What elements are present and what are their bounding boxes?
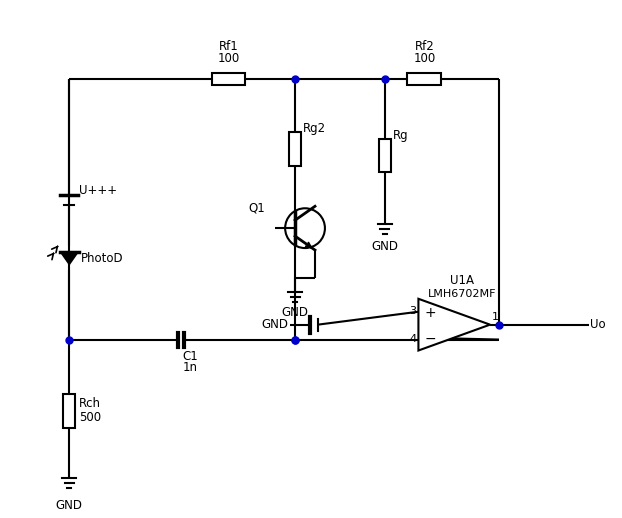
Text: +: + xyxy=(424,306,436,320)
Bar xyxy=(407,73,441,85)
Text: 500: 500 xyxy=(79,411,101,424)
Bar xyxy=(379,139,391,172)
Text: U+++: U+++ xyxy=(79,184,118,197)
Text: −: − xyxy=(424,332,436,346)
Text: Q1: Q1 xyxy=(249,202,265,215)
Text: 4: 4 xyxy=(409,334,417,343)
Bar xyxy=(211,73,245,85)
Bar xyxy=(289,132,301,166)
Text: 1n: 1n xyxy=(183,362,198,375)
Text: LMH6702MF: LMH6702MF xyxy=(428,289,496,299)
Text: GND: GND xyxy=(371,240,398,253)
Text: 3: 3 xyxy=(409,306,417,316)
Text: 100: 100 xyxy=(413,52,435,65)
Text: Uo: Uo xyxy=(590,318,606,331)
Text: U1A: U1A xyxy=(450,274,474,287)
Text: Rf2: Rf2 xyxy=(414,40,434,53)
Text: Rch: Rch xyxy=(79,397,101,410)
Polygon shape xyxy=(61,252,78,264)
Text: 100: 100 xyxy=(217,52,239,65)
Text: PhotoD: PhotoD xyxy=(81,252,124,265)
Text: GND: GND xyxy=(56,499,83,512)
Text: C1: C1 xyxy=(183,350,198,363)
Polygon shape xyxy=(419,299,490,351)
Text: Rg2: Rg2 xyxy=(303,122,326,135)
Text: Rg: Rg xyxy=(392,129,408,142)
Text: GND: GND xyxy=(282,306,309,319)
Bar xyxy=(63,394,75,428)
Text: GND: GND xyxy=(261,318,288,331)
Text: Rf1: Rf1 xyxy=(218,40,238,53)
Text: 1: 1 xyxy=(492,312,499,322)
